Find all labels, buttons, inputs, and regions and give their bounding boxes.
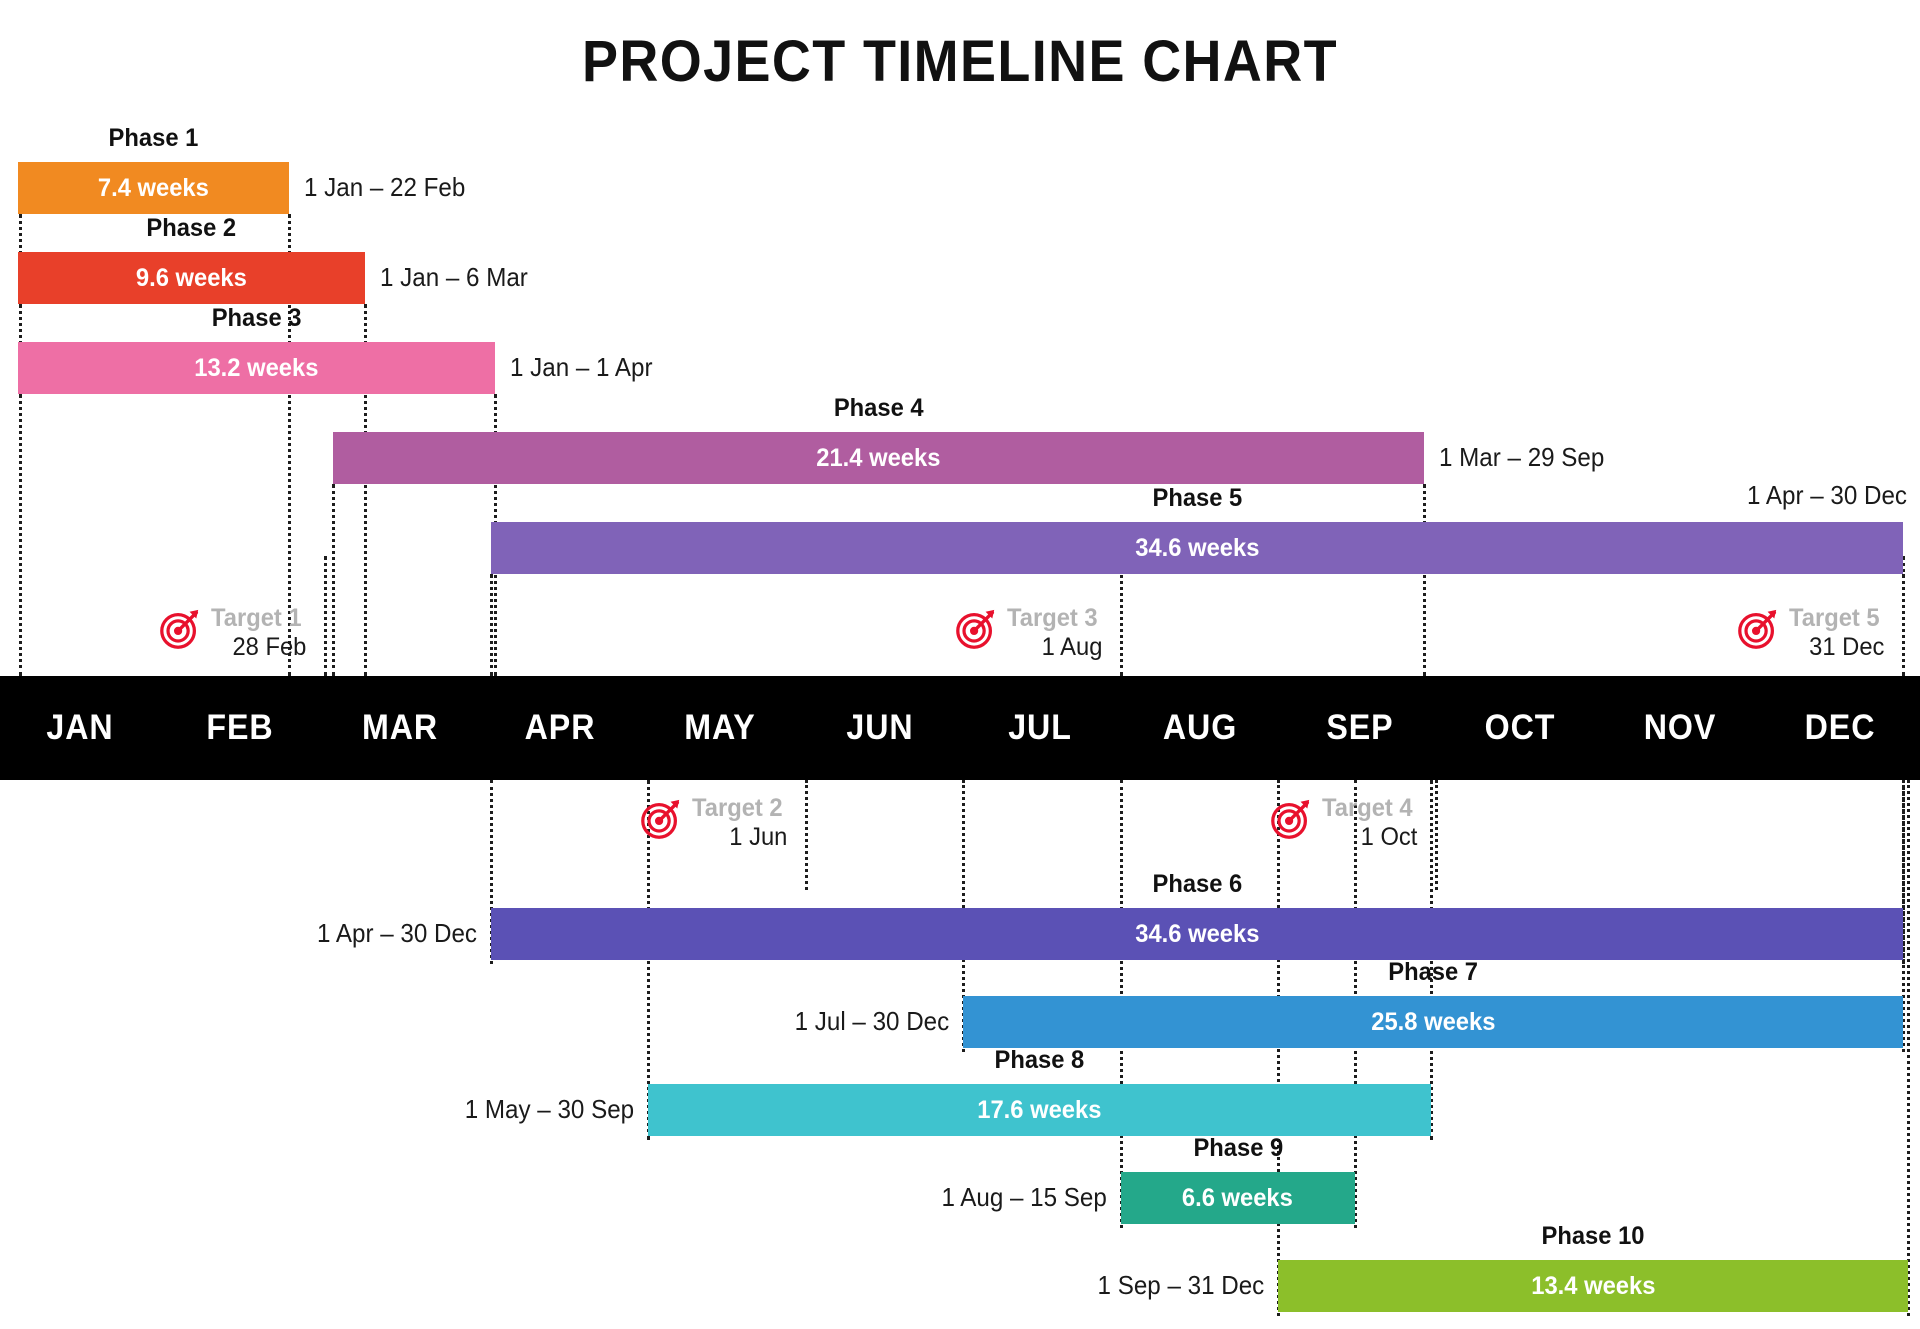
guide-line-end [1907,780,1910,1316]
target-icon [638,796,684,842]
guide-line-start [19,394,22,676]
bar-duration-label: 17.6 weeks [977,1095,1102,1124]
bar-duration-label: 34.6 weeks [1134,919,1259,948]
target-icon [1735,606,1781,652]
bar-name-label: Phase 5 [1151,484,1242,512]
gantt-bar-phase-5[interactable]: 34.6 weeks [490,522,1904,574]
page-title: PROJECT TIMELINE CHART [582,29,1338,94]
month-label-mar: MAR [361,708,439,747]
bar-date-range-label: 1 Apr – 30 Dec [316,918,477,948]
month-label-aug: AUG [1162,708,1238,747]
target-icon [953,606,999,652]
bar-date-range-label: 1 Jan – 1 Apr [510,352,653,382]
bar-date-range-label: 1 Mar – 29 Sep [1439,442,1605,472]
guide-line-start [489,574,493,676]
bar-duration-label: 7.4 weeks [97,173,209,202]
month-label-sep: SEP [1326,708,1394,747]
milestone-guide-line [1902,556,1906,676]
milestone-guide-line [324,556,328,676]
bar-name-label: Phase 9 [1192,1134,1283,1162]
guide-line-end [1902,780,1906,1052]
milestone-label: Target 5 [1789,604,1880,632]
gantt-bar-phase-9[interactable]: 6.6 weeks [1120,1172,1356,1224]
bar-name-label: Phase 8 [994,1046,1085,1074]
target-icon [157,606,203,652]
month-label-jun: JUN [846,708,914,747]
bar-date-range-label: 1 Apr – 30 Dec [1747,480,1908,510]
month-label-jan: JAN [46,708,114,747]
bar-name-label: Phase 7 [1388,958,1479,986]
bar-date-range-label: 1 Jan – 22 Feb [303,172,466,202]
gantt-bar-phase-8[interactable]: 17.6 weeks [648,1084,1431,1136]
guide-line-start [1277,780,1280,1316]
guide-line-start [332,484,335,676]
bar-name-label: Phase 3 [211,304,302,332]
guide-line-end [363,304,367,676]
bar-duration-label: 13.4 weeks [1530,1271,1656,1300]
month-label-feb: FEB [206,708,274,747]
milestone-marker-target-5[interactable]: Target 5 31 Dec [1735,604,1903,662]
milestone-label: Target 2 [691,794,783,822]
bar-date-range-label: 1 May – 30 Sep [464,1094,634,1124]
bar-date-range-label: 1 Aug – 15 Sep [941,1182,1107,1212]
bar-duration-label: 34.6 weeks [1134,533,1259,562]
milestone-guide-line [1119,556,1123,676]
guide-line-start [647,780,650,1140]
gantt-bar-phase-7[interactable]: 25.8 weeks [963,996,1904,1048]
milestone-label: Target 4 [1321,794,1413,822]
bar-name-label: Phase 2 [146,214,237,242]
milestone-date: 1 Aug [1041,633,1102,661]
gantt-bar-phase-4[interactable]: 21.4 weeks [333,432,1425,484]
bar-name-label: Phase 6 [1151,870,1242,898]
month-label-jul: JUL [1008,708,1072,747]
milestone-date: 28 Feb [232,633,307,661]
gantt-bar-phase-6[interactable]: 34.6 weeks [490,908,1904,960]
milestone-label: Target 1 [211,604,302,632]
bar-duration-label: 25.8 weeks [1371,1007,1496,1036]
gantt-bar-phase-3[interactable]: 13.2 weeks [18,342,496,394]
bar-name-label: Phase 1 [108,124,199,152]
bar-date-range-label: 1 Jul – 30 Dec [794,1006,949,1036]
bar-name-label: Phase 4 [833,394,924,422]
month-label-apr: APR [524,708,596,747]
bar-duration-label: 9.6 weeks [135,263,247,292]
milestone-guide-line [1434,780,1438,890]
guide-line-start [489,780,493,964]
gantt-bar-phase-2[interactable]: 9.6 weeks [18,252,365,304]
milestone-guide-line [804,780,808,890]
gantt-bar-phase-10[interactable]: 13.4 weeks [1278,1260,1908,1312]
bar-duration-label: 13.2 weeks [194,353,319,382]
bar-date-range-label: 1 Sep – 31 Dec [1097,1270,1264,1300]
guide-line-end [1429,780,1433,1140]
month-axis-band: JAN FEB MAR APR MAY JUN JUL AUG SEP OCT NOV DEC [0,676,1920,780]
milestone-date: 1 Oct [1360,823,1417,851]
gantt-bar-phase-1[interactable]: 7.4 weeks [18,162,289,214]
month-label-nov: NOV [1643,708,1717,747]
month-label-may: MAY [684,708,756,747]
target-icon [1268,796,1314,842]
month-label-dec: DEC [1804,708,1876,747]
guide-line-end [1423,484,1427,676]
bar-duration-label: 21.4 weeks [816,443,941,472]
bar-duration-label: 6.6 weeks [1182,1183,1294,1212]
bar-date-range-label: 1 Jan – 6 Mar [379,262,528,292]
milestone-marker-target-1[interactable]: Target 1 28 Feb [157,604,325,662]
bar-name-label: Phase 10 [1541,1222,1645,1250]
milestone-label: Target 3 [1006,604,1098,632]
milestone-date: 31 Dec [1809,633,1885,661]
milestone-date: 1 Jun [728,823,787,851]
month-label-oct: OCT [1484,708,1556,747]
guide-line-end [287,214,291,676]
